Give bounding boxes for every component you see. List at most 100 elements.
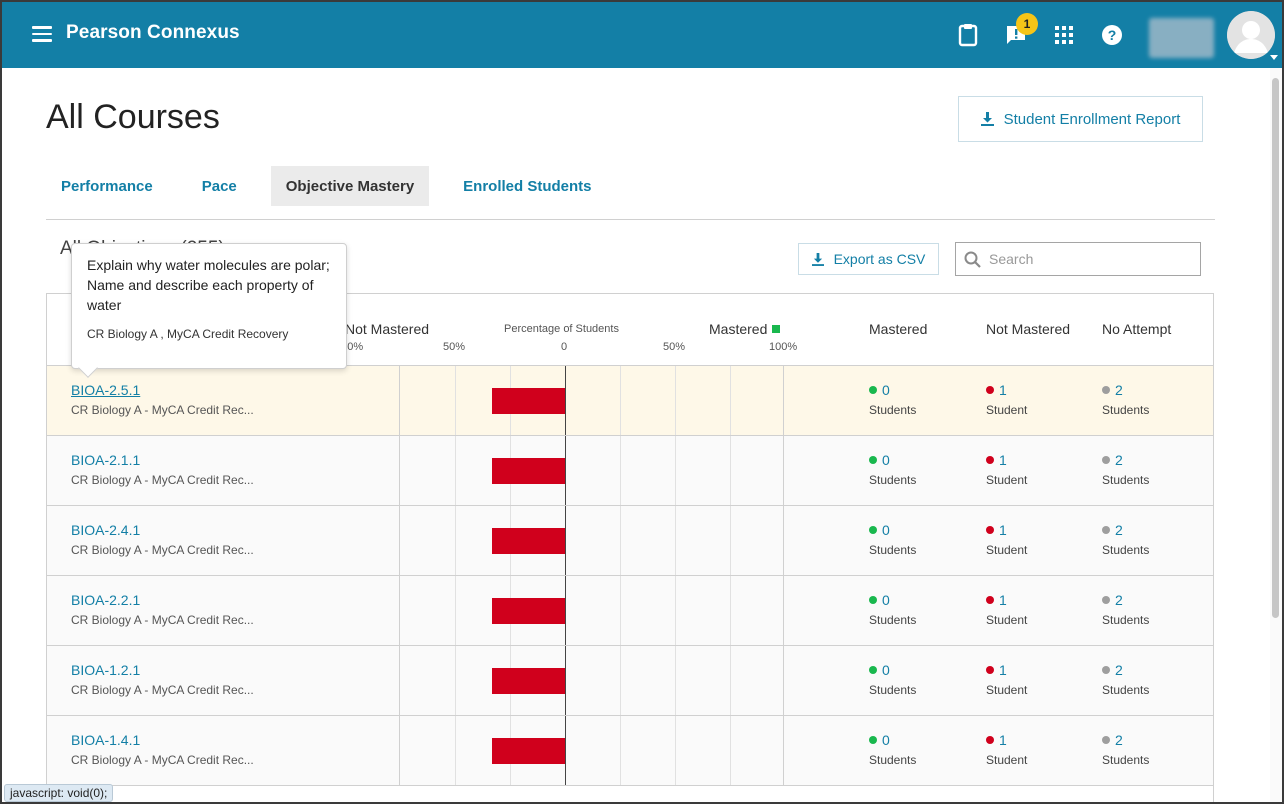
menu-icon[interactable] xyxy=(32,26,52,42)
status-dot-icon xyxy=(986,456,994,464)
brand-title[interactable]: Pearson Connexus xyxy=(66,22,240,43)
no-attempt-count-value[interactable]: 2 xyxy=(1102,662,1149,678)
clipboard-icon[interactable] xyxy=(954,21,982,49)
chevron-down-icon[interactable] xyxy=(1270,55,1278,60)
user-name-redacted[interactable] xyxy=(1149,18,1214,58)
tab-pace[interactable]: Pace xyxy=(201,177,237,195)
mastered-count-value[interactable]: 0 xyxy=(869,382,916,398)
mastered-count: 0 Students xyxy=(869,592,916,627)
top-navigation-bar: Pearson Connexus 1 ? xyxy=(2,2,1282,68)
avatar[interactable] xyxy=(1227,11,1275,59)
not-mastered-count: 1 Student xyxy=(986,662,1027,697)
column-header-not-mastered[interactable]: Not Mastered xyxy=(986,321,1071,337)
objective-course: CR Biology A - MyCA Credit Rec... xyxy=(71,473,254,487)
mastered-count-value[interactable]: 0 xyxy=(869,592,916,608)
tab-performance[interactable]: Performance xyxy=(61,177,153,195)
mastered-count-number: 0 xyxy=(882,732,890,748)
status-dot-icon xyxy=(986,666,994,674)
objective-link[interactable]: BIOA-2.5.1 xyxy=(71,382,141,398)
no-attempt-count-value[interactable]: 2 xyxy=(1102,452,1149,468)
chart-zero-line xyxy=(565,646,566,715)
not-mastered-count: 1 Student xyxy=(986,522,1027,557)
not-mastered-count-value[interactable]: 1 xyxy=(986,592,1027,608)
objectives-table: Not Mastered Percentage of Students Mast… xyxy=(46,293,1214,802)
chart-zero-line xyxy=(565,576,566,645)
no-attempt-count: 2 Students xyxy=(1102,732,1149,767)
status-dot-icon xyxy=(869,456,877,464)
tab-enrolled-students[interactable]: Enrolled Students xyxy=(463,177,592,195)
mastered-count-number: 0 xyxy=(882,382,890,398)
scrollbar-thumb[interactable] xyxy=(1272,78,1279,618)
mastered-count-number: 0 xyxy=(882,592,890,608)
chart-gridline xyxy=(675,506,676,575)
objective-link[interactable]: BIOA-1.2.1 xyxy=(71,662,141,678)
no-attempt-count-value[interactable]: 2 xyxy=(1102,732,1149,748)
no-attempt-count-label: Students xyxy=(1102,403,1150,417)
not-mastered-count-value[interactable]: 1 xyxy=(986,662,1027,678)
help-icon[interactable]: ? xyxy=(1098,21,1126,49)
not-mastered-bar[interactable] xyxy=(492,388,565,414)
objective-link[interactable]: BIOA-2.1.1 xyxy=(71,452,141,468)
objective-course: CR Biology A - MyCA Credit Rec... xyxy=(71,613,254,627)
tabs-divider xyxy=(46,219,1215,220)
column-header-mastered[interactable]: Mastered xyxy=(869,321,928,337)
not-mastered-count-value[interactable]: 1 xyxy=(986,452,1027,468)
tab-objective-mastery[interactable]: Objective Mastery xyxy=(270,166,430,206)
table-row: BIOA-2.5.1 CR Biology A - MyCA Credit Rec… xyxy=(47,366,1213,436)
mastery-chart-cell xyxy=(399,576,784,645)
page-scrollbar[interactable] xyxy=(1270,68,1282,802)
export-csv-button[interactable]: Export as CSV xyxy=(798,243,939,275)
chart-gridline xyxy=(620,716,621,785)
not-mastered-count-value[interactable]: 1 xyxy=(986,732,1027,748)
not-mastered-count-value[interactable]: 1 xyxy=(986,522,1027,538)
header-percentage-label: Percentage of Students xyxy=(504,323,619,335)
chart-gridline xyxy=(620,506,621,575)
mastered-count-value[interactable]: 0 xyxy=(869,452,916,468)
student-enrollment-report-button[interactable]: Student Enrollment Report xyxy=(958,96,1203,142)
status-dot-icon xyxy=(869,526,877,534)
chart-zero-line xyxy=(565,366,566,435)
objective-link[interactable]: BIOA-2.4.1 xyxy=(71,522,141,538)
scale-tick-100-right: 100% xyxy=(769,341,798,353)
search-input[interactable] xyxy=(989,251,1189,267)
header-mastered-legend: Mastered xyxy=(709,321,781,337)
not-mastered-count-label: Student xyxy=(986,753,1028,767)
search-box[interactable] xyxy=(955,242,1201,276)
mastered-count: 0 Students xyxy=(869,662,916,697)
apps-grid-icon[interactable] xyxy=(1050,21,1078,49)
objective-link[interactable]: BIOA-2.2.1 xyxy=(71,592,141,608)
mastered-count: 0 Students xyxy=(869,522,916,557)
chart-gridline xyxy=(455,506,456,575)
mastered-count-value[interactable]: 0 xyxy=(869,522,916,538)
not-mastered-count-number: 1 xyxy=(999,592,1007,608)
column-header-no-attempt[interactable]: No Attempt xyxy=(1102,321,1172,337)
scale-tick-50-left: 50% xyxy=(443,341,466,353)
chart-gridline xyxy=(620,366,621,435)
no-attempt-count-value[interactable]: 2 xyxy=(1102,522,1149,538)
no-attempt-count-value[interactable]: 2 xyxy=(1102,592,1149,608)
mastered-count-value[interactable]: 0 xyxy=(869,662,916,678)
no-attempt-count-value[interactable]: 2 xyxy=(1102,382,1149,398)
svg-text:?: ? xyxy=(1108,27,1117,43)
objective-course: CR Biology A - MyCA Credit Rec... xyxy=(71,403,254,417)
chart-gridline xyxy=(730,576,731,645)
mastered-count-value[interactable]: 0 xyxy=(869,732,916,748)
objective-link[interactable]: BIOA-1.4.1 xyxy=(71,732,141,748)
not-mastered-bar[interactable] xyxy=(492,528,565,554)
not-mastered-count-number: 1 xyxy=(999,452,1007,468)
report-button-label: Student Enrollment Report xyxy=(1003,110,1181,128)
objective-tooltip: Explain why water molecules are polar; N… xyxy=(71,243,347,369)
not-mastered-bar[interactable] xyxy=(492,598,565,624)
not-mastered-bar[interactable] xyxy=(492,738,565,764)
not-mastered-bar[interactable] xyxy=(492,458,565,484)
chart-gridline xyxy=(675,366,676,435)
tab-bar: Performance Pace Objective Mastery Enrol… xyxy=(46,166,626,206)
objective-course: CR Biology A - MyCA Credit Rec... xyxy=(71,543,254,557)
scale-tick-50-right: 50% xyxy=(663,341,686,353)
no-attempt-count-number: 2 xyxy=(1115,592,1123,608)
not-mastered-count-number: 1 xyxy=(999,522,1007,538)
no-attempt-count-number: 2 xyxy=(1115,452,1123,468)
not-mastered-bar[interactable] xyxy=(492,668,565,694)
tooltip-course: CR Biology A , MyCA Credit Recovery xyxy=(87,327,289,341)
not-mastered-count-value[interactable]: 1 xyxy=(986,382,1027,398)
